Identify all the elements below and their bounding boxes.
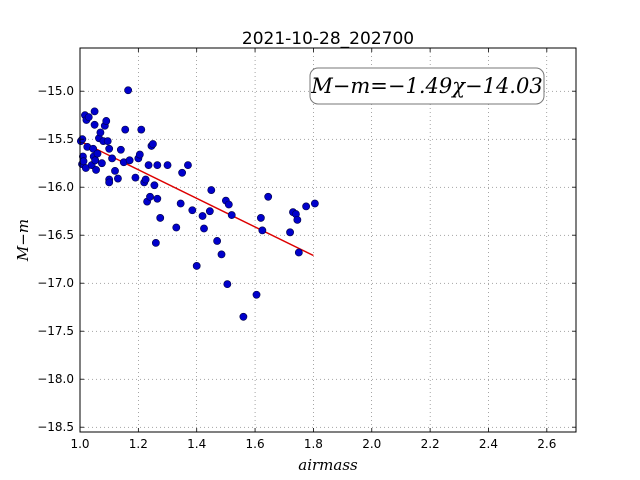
data-point <box>105 144 114 153</box>
data-point <box>286 228 294 237</box>
data-point <box>252 290 261 299</box>
data-point <box>141 175 150 184</box>
axis-ticks <box>79 48 576 432</box>
data-point <box>224 200 233 209</box>
data-point <box>97 159 106 168</box>
data-point <box>90 107 99 116</box>
fit-line-group <box>79 140 314 257</box>
data-point <box>205 207 214 216</box>
y-tick-label: −17.0 <box>37 276 74 290</box>
data-point <box>121 125 130 134</box>
x-tick-labels: 1.0 1.2 1.4 1.6 1.8 2.0 2.2 2.4 2.6 <box>70 437 556 451</box>
x-tick-label: 2.6 <box>537 437 556 451</box>
data-point <box>102 117 111 125</box>
x-tick-label: 2.2 <box>421 437 440 451</box>
data-point <box>114 174 122 183</box>
annotation-box <box>309 67 545 105</box>
data-point <box>84 113 93 122</box>
x-tick-label: 2.0 <box>362 437 381 451</box>
data-point <box>207 186 216 194</box>
x-tick-label: 1.4 <box>187 437 206 451</box>
x-tick-label: 1.6 <box>246 437 265 451</box>
data-point <box>256 214 265 222</box>
data-point <box>293 215 302 224</box>
data-point <box>124 86 133 95</box>
data-point <box>144 161 153 170</box>
data-point <box>131 173 140 182</box>
data-point <box>111 166 119 175</box>
data-point <box>108 154 116 163</box>
y-tick-label: −15.0 <box>37 84 74 98</box>
data-point <box>264 192 273 201</box>
fit-annotation: M−m=−1.49χ−14.03 <box>309 67 545 105</box>
y-tick-label: −16.0 <box>37 180 74 194</box>
chart-title: 2021-10-28_202700 <box>242 29 414 49</box>
data-point <box>92 166 100 174</box>
data-point <box>294 248 303 257</box>
data-point <box>223 280 232 289</box>
fit-equation: M−m=−1.49χ−14.03 <box>310 74 542 98</box>
x-axis-label: airmass <box>298 456 358 474</box>
data-point <box>217 250 226 259</box>
y-tick-label: −18.0 <box>37 372 74 386</box>
data-point <box>172 223 181 232</box>
data-point <box>188 206 197 215</box>
data-point <box>156 214 165 222</box>
data-point <box>302 202 311 211</box>
plot-frame <box>79 47 577 433</box>
x-tick-label: 1.2 <box>129 437 148 451</box>
y-tick-label: −17.5 <box>37 324 74 338</box>
data-point <box>135 150 144 159</box>
data-point <box>125 156 134 165</box>
y-tick-label: −16.5 <box>37 228 74 242</box>
data-point <box>153 194 162 203</box>
data-point <box>79 157 88 166</box>
data-point <box>93 149 102 158</box>
y-axis-label: M−m <box>14 219 32 262</box>
y-tick-label: −15.5 <box>37 132 74 146</box>
data-point <box>89 144 98 153</box>
data-point <box>149 140 157 148</box>
y-tick-labels: −15.0 −15.5 −16.0 −16.5 −17.0 −17.5 −18.0 −18.5 <box>37 84 74 434</box>
data-point <box>151 238 160 247</box>
data-point <box>258 226 267 235</box>
data-point <box>91 156 100 165</box>
fit-line <box>79 140 314 257</box>
plot-area <box>80 48 576 432</box>
data-point <box>213 237 222 245</box>
data-point <box>137 125 146 134</box>
data-point <box>153 161 162 170</box>
data-point <box>239 312 248 321</box>
x-tick-label: 1.0 <box>70 437 89 451</box>
data-point <box>227 211 236 219</box>
data-point <box>178 168 187 177</box>
data-point <box>103 137 112 146</box>
data-point <box>150 181 159 190</box>
data-point <box>192 262 201 270</box>
data-point <box>146 192 154 201</box>
data-point <box>198 212 207 220</box>
data-point <box>96 128 105 137</box>
grid-lines <box>79 48 576 432</box>
x-tick-label: 1.8 <box>304 437 323 451</box>
data-point <box>90 120 99 129</box>
x-tick-label: 2.4 <box>479 437 498 451</box>
data-point <box>176 199 185 208</box>
data-point <box>116 145 125 154</box>
y-tick-label: −18.5 <box>37 420 74 434</box>
data-point <box>105 178 114 187</box>
data-point <box>163 161 172 170</box>
data-point <box>310 199 319 208</box>
data-point <box>184 161 192 170</box>
data-point <box>200 224 208 233</box>
